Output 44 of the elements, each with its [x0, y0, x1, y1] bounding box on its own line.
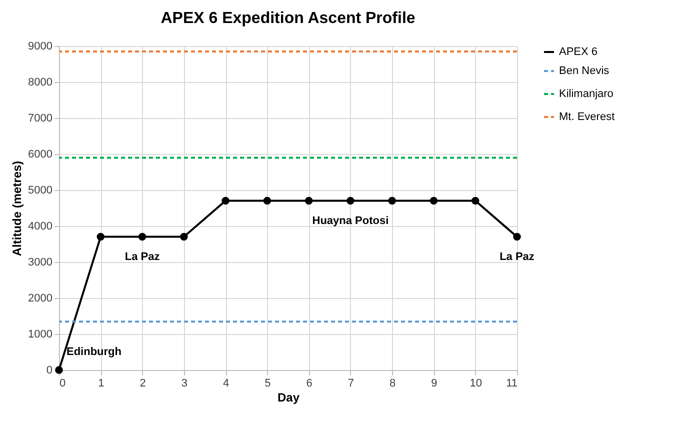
- x-tick-label: 10: [470, 378, 482, 390]
- x-axis-title: Day: [277, 390, 300, 404]
- x-tick-label: 7: [348, 378, 354, 390]
- x-tick-label: 11: [506, 378, 518, 390]
- point: [180, 232, 188, 241]
- y-tick-label: 5000: [28, 184, 52, 196]
- y-tick-label: 9000: [28, 40, 52, 52]
- point: [346, 196, 354, 205]
- y-tick-label: 6000: [28, 148, 52, 160]
- y-tick-label: 3000: [28, 256, 52, 268]
- x-tick-label: 9: [431, 378, 438, 390]
- y-tick-label: 4000: [28, 220, 52, 232]
- annotation: La Paz: [124, 250, 160, 263]
- legend-label: Mt. Everest: [559, 111, 615, 123]
- chart-title: APEX 6 Expedition Ascent Profile: [160, 10, 416, 27]
- x-tick-label: 3: [181, 378, 188, 390]
- point: [471, 196, 480, 205]
- legend-label: Kilimanjaro: [559, 88, 614, 100]
- y-tick-label: 1000: [28, 328, 52, 340]
- x-tick-label: 0: [60, 378, 66, 390]
- point: [138, 232, 146, 241]
- point: [263, 196, 272, 205]
- x-tick-label: 4: [222, 378, 230, 390]
- point: [430, 196, 438, 205]
- point: [96, 232, 105, 241]
- legend-label: APEX 6: [559, 46, 598, 58]
- point: [388, 196, 396, 205]
- y-tick-label: 7000: [28, 112, 52, 124]
- point: [222, 196, 230, 205]
- point: [304, 196, 313, 205]
- y-axis-title: Altitude (metres): [10, 160, 24, 256]
- legend-label: Ben Nevis: [559, 65, 610, 77]
- x-tick-label: 2: [140, 378, 146, 390]
- annotation: La Paz: [500, 250, 535, 263]
- annotation: Huayna Potosi: [312, 214, 389, 227]
- annotation: Edinburgh: [66, 346, 122, 358]
- y-tick-label: 0: [46, 364, 52, 376]
- x-tick-label: 1: [98, 378, 104, 390]
- point: [513, 232, 521, 241]
- x-tick-label: 5: [264, 378, 271, 390]
- x-tick-label: 8: [390, 378, 396, 390]
- y-tick-label: 2000: [28, 292, 52, 304]
- x-tick-label: 6: [306, 378, 312, 390]
- y-tick-label: 8000: [28, 76, 52, 88]
